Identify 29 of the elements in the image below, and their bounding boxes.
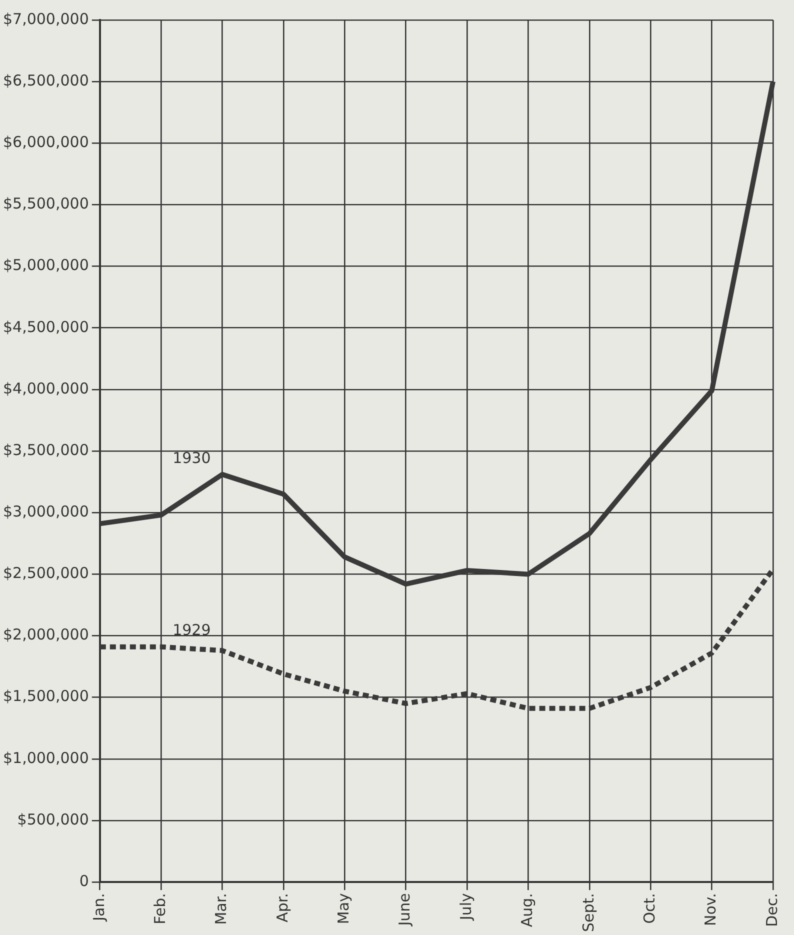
x-tick-label: Nov. [702,893,720,926]
y-tick-label: $7,000,000 [2,10,89,28]
y-tick-label: $500,000 [17,810,89,828]
x-tick-label: June [396,893,414,927]
x-tick-label: Aug. [518,893,536,928]
series-label: 1929 [172,621,211,640]
x-tick-label: July [456,892,475,922]
x-tick-label: Sept. [579,893,598,932]
y-tick-label: $6,000,000 [2,133,89,152]
y-tick-label: $5,500,000 [2,194,89,213]
y-tick-label: $3,000,000 [2,502,89,521]
y-tick-label: 0 [79,872,89,890]
y-tick-label: $6,500,000 [2,71,89,90]
y-tick-label: $4,500,000 [2,318,89,336]
y-tick-label: $1,500,000 [2,687,89,706]
x-tick-label: Apr. [273,893,292,922]
y-tick-label: $2,000,000 [2,626,89,644]
y-tick-label: $5,000,000 [2,256,89,274]
x-tick-label: Dec. [762,893,781,927]
x-tick-label: Jan. [90,893,108,922]
y-tick-label: $2,500,000 [2,564,89,582]
y-tick-label: $4,000,000 [2,379,89,398]
x-tick-label: Mar. [212,893,230,925]
y-tick-label: $1,000,000 [2,748,89,767]
x-tick-label: Oct. [640,893,659,924]
x-tick-label: Feb. [150,893,169,924]
series-label: 1930 [172,448,211,467]
x-tick-label: May [334,892,353,924]
y-tick-label: $3,500,000 [2,440,89,459]
